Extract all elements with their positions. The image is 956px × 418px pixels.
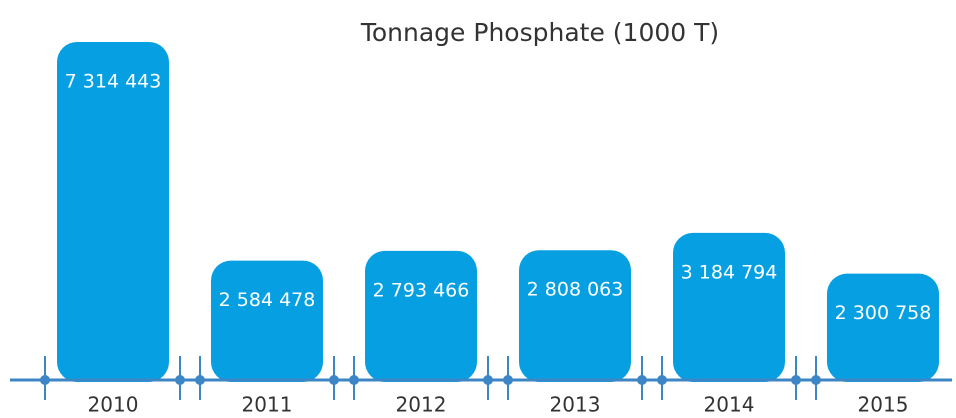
x-tick-label: 2015 bbox=[858, 393, 909, 417]
axis-dot bbox=[349, 375, 359, 385]
x-tick-label: 2011 bbox=[242, 393, 293, 417]
axis-dot bbox=[483, 375, 493, 385]
bar bbox=[57, 42, 169, 382]
bar bbox=[827, 273, 939, 382]
value-label: 7 314 443 bbox=[65, 71, 162, 93]
axis-dot bbox=[657, 375, 667, 385]
x-tick-label: 2012 bbox=[396, 393, 447, 417]
bar bbox=[211, 260, 323, 382]
x-tick-label: 2013 bbox=[550, 393, 601, 417]
value-label: 2 793 466 bbox=[373, 279, 470, 301]
axis-dot bbox=[637, 375, 647, 385]
x-tick-label: 2010 bbox=[88, 393, 139, 417]
bar bbox=[673, 232, 785, 382]
x-tick-label: 2014 bbox=[704, 393, 755, 417]
axis-dot bbox=[329, 375, 339, 385]
axis-dot bbox=[811, 375, 821, 385]
value-label: 2 300 758 bbox=[835, 302, 932, 324]
axis-dot bbox=[40, 375, 50, 385]
axis-dot bbox=[195, 375, 205, 385]
chart-title: Tonnage Phosphate (1000 T) bbox=[360, 18, 719, 47]
axis-dot bbox=[791, 375, 801, 385]
bar bbox=[365, 250, 477, 382]
value-label: 2 808 063 bbox=[527, 279, 624, 301]
axis-dot bbox=[175, 375, 185, 385]
bar bbox=[519, 250, 631, 382]
value-label: 3 184 794 bbox=[681, 261, 778, 283]
value-label: 2 584 478 bbox=[219, 289, 316, 311]
axis-dot bbox=[503, 375, 513, 385]
